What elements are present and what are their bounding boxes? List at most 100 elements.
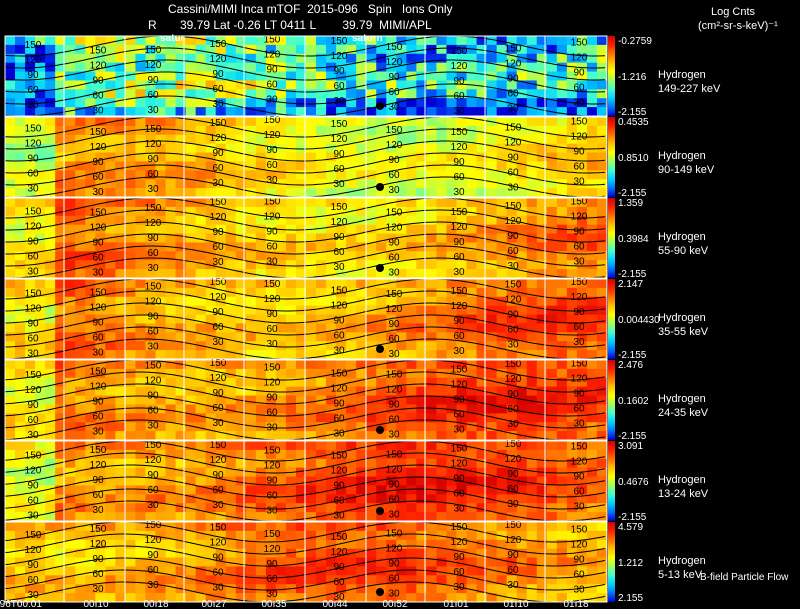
heatmap-cell (326, 323, 337, 333)
heatmap-cell (536, 431, 548, 441)
time-tick-label: 096T00:01 (0, 599, 42, 609)
heatmap-cell (386, 314, 397, 324)
heatmap-cell (175, 179, 186, 189)
heatmap-cell (5, 125, 16, 136)
heatmap-cell (346, 476, 357, 486)
heatmap-cell (396, 53, 407, 64)
heatmap-cell (546, 377, 558, 388)
heatmap-cell (5, 341, 16, 351)
heatmap-cell (195, 287, 207, 298)
heatmap-cell (255, 458, 267, 469)
heatmap-cell (566, 260, 578, 270)
heatmap-cell (105, 548, 116, 558)
heatmap-cell (95, 539, 106, 550)
heatmap-cell (145, 539, 156, 550)
heatmap-cell (386, 188, 397, 198)
heatmap-cell (135, 314, 146, 324)
heatmap-cell (476, 134, 487, 145)
heatmap-cell (75, 287, 86, 298)
contour-label: 150 (505, 280, 522, 291)
heatmap-cell (406, 188, 417, 198)
heatmap-cell (426, 206, 437, 217)
heatmap-cell (336, 512, 347, 522)
panel-frame (4, 359, 608, 441)
heatmap-cell (506, 53, 518, 64)
heatmap-cell (135, 224, 146, 234)
heatmap-cell (285, 360, 297, 370)
heatmap-cell (506, 98, 518, 108)
heatmap-cell (336, 467, 347, 477)
heatmap-cell (125, 36, 136, 46)
colorbar-max-label: 1.359 (618, 198, 643, 209)
heatmap-cell (155, 107, 166, 117)
heatmap-cell (115, 269, 126, 279)
heatmap-cell (386, 134, 397, 145)
heatmap-cell (386, 260, 397, 270)
heatmap-cell (356, 458, 367, 469)
heatmap-cell (476, 206, 487, 217)
heatmap-cell (326, 557, 337, 567)
heatmap-cell (235, 530, 247, 541)
heatmap-cell (546, 89, 558, 99)
heatmap-cell (35, 512, 46, 522)
contour-label: 60 (212, 163, 224, 174)
heatmap-cell (225, 458, 237, 469)
heatmap-cell (155, 269, 166, 279)
heatmap-cell (516, 584, 528, 594)
heatmap-cell (225, 215, 237, 226)
heatmap-cell (426, 117, 437, 127)
heatmap-cell (185, 458, 197, 469)
heatmap-cell (556, 485, 568, 495)
heatmap-cell (245, 251, 257, 261)
heatmap-cell (125, 287, 136, 298)
heatmap-cell (496, 53, 508, 64)
heatmap-cell (25, 593, 36, 603)
heatmap-cell (436, 557, 447, 567)
heatmap-cell (336, 170, 347, 180)
heatmap-cell (285, 314, 297, 324)
heatmap-cell (115, 198, 126, 208)
heatmap-cell (95, 89, 106, 99)
heatmap-cell (366, 152, 377, 162)
colorbar-min-label: -2.155 (618, 188, 647, 199)
heatmap-cell (526, 215, 538, 226)
heatmap-cell (476, 350, 487, 360)
heatmap-cell (145, 117, 156, 127)
heatmap-cell (526, 476, 538, 486)
heatmap-cell (446, 44, 457, 55)
heatmap-cell (45, 89, 56, 99)
heatmap-cell (25, 125, 36, 136)
heatmap-cell (175, 485, 186, 495)
heatmap-cell (95, 260, 106, 270)
heatmap-cell (55, 242, 66, 252)
heatmap-cell (526, 62, 538, 72)
heatmap-cell (566, 512, 578, 522)
heatmap-cell (35, 107, 46, 117)
heatmap-cells (5, 360, 608, 441)
heatmap-cell (15, 441, 26, 451)
heatmap-cell (65, 117, 76, 127)
heatmap-cell (205, 522, 217, 532)
heatmap-cell (556, 287, 568, 298)
heatmap-cell (456, 593, 467, 603)
contour-label: 30 (507, 261, 519, 272)
heatmap-cell (255, 143, 267, 153)
heatmap-cell (35, 117, 46, 127)
heatmap-cell (65, 386, 76, 396)
heatmap-cell (195, 485, 207, 495)
contour-label: 30 (147, 263, 159, 274)
heatmap-cell (165, 44, 176, 55)
heatmap-cell (175, 539, 186, 550)
heatmap-cell (275, 71, 287, 81)
heatmap-cell (255, 377, 267, 388)
heatmap-cell (386, 377, 397, 388)
heatmap-cell (526, 80, 538, 90)
contour-label: 60 (333, 577, 345, 588)
heatmap-cell (556, 89, 568, 99)
heatmap-cell (215, 188, 227, 198)
heatmap-cell (546, 143, 558, 153)
heatmap-cell (135, 449, 146, 460)
heatmap-cell (456, 449, 467, 460)
heatmap-cell (185, 530, 197, 541)
contour-label: 30 (507, 182, 519, 193)
